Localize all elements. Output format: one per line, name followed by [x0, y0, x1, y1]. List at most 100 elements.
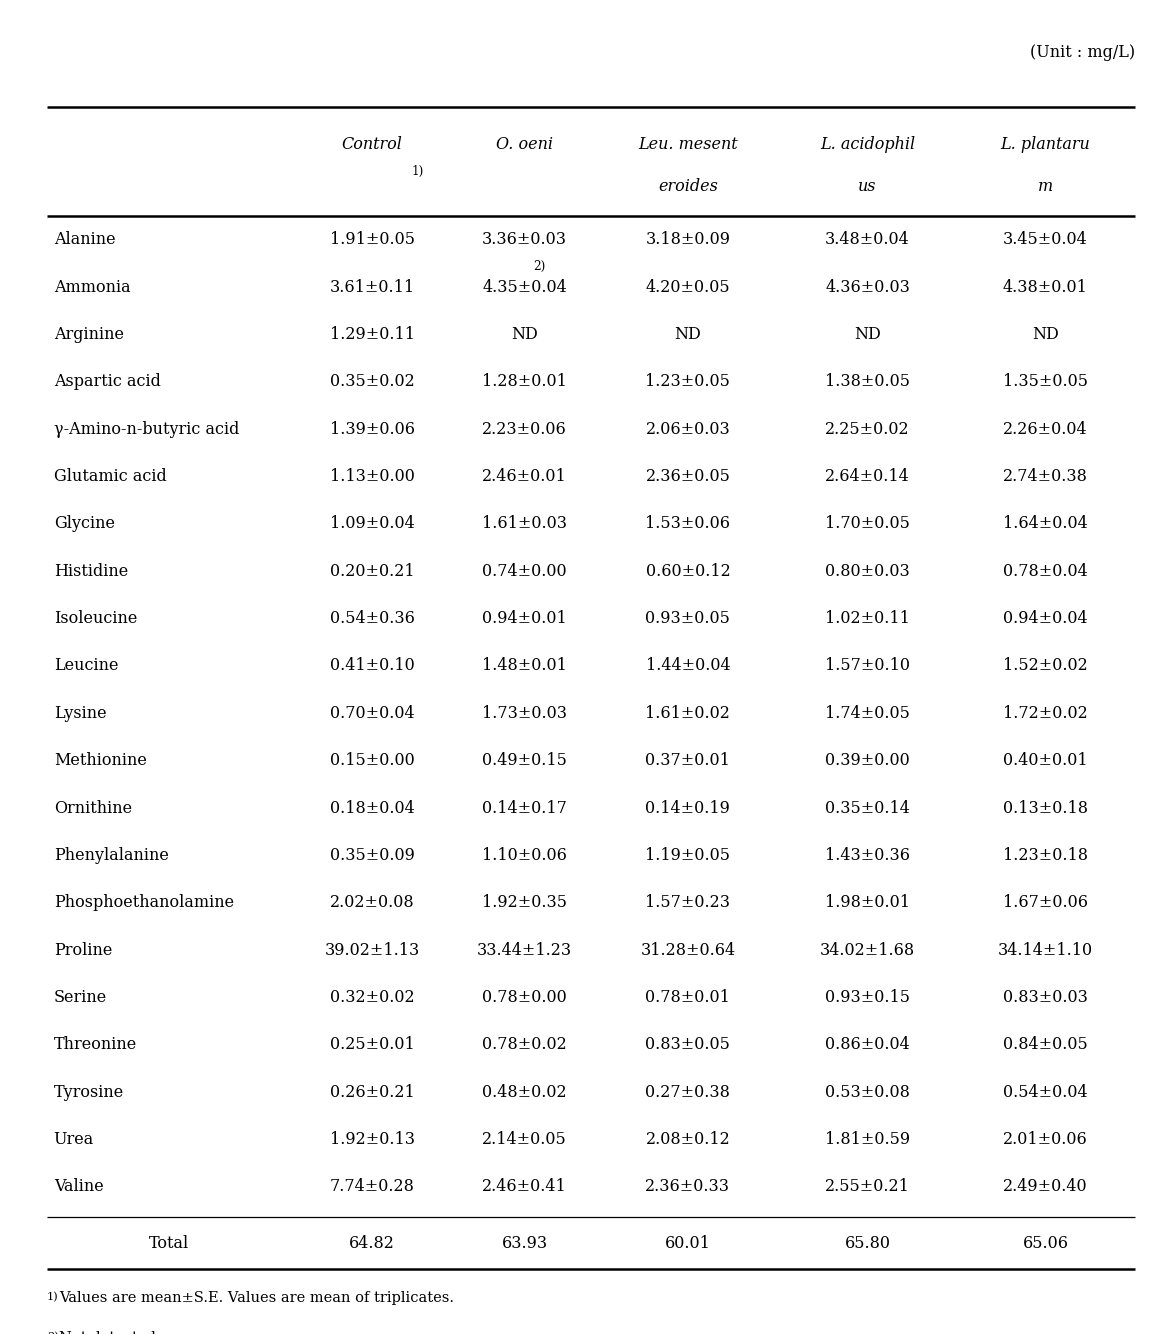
Text: 0.83±0.03: 0.83±0.03 [1003, 988, 1087, 1006]
Text: 1): 1) [412, 165, 424, 179]
Text: 2.14±0.05: 2.14±0.05 [482, 1131, 566, 1149]
Text: 1.74±0.05: 1.74±0.05 [825, 704, 910, 722]
Text: 2.26±0.04: 2.26±0.04 [1003, 420, 1087, 438]
Text: (Unit : mg/L): (Unit : mg/L) [1030, 44, 1135, 61]
Text: 0.41±0.10: 0.41±0.10 [329, 658, 415, 675]
Text: 34.14±1.10: 34.14±1.10 [997, 942, 1093, 959]
Text: 0.78±0.00: 0.78±0.00 [482, 988, 566, 1006]
Text: 65.06: 65.06 [1022, 1235, 1069, 1251]
Text: Control: Control [342, 136, 403, 152]
Text: 3.45±0.04: 3.45±0.04 [1003, 231, 1087, 248]
Text: 0.13±0.18: 0.13±0.18 [1003, 799, 1087, 816]
Text: 0.40±0.01: 0.40±0.01 [1003, 752, 1087, 770]
Text: 0.84±0.05: 0.84±0.05 [1003, 1037, 1087, 1054]
Text: 1.57±0.23: 1.57±0.23 [646, 894, 730, 911]
Text: Alanine: Alanine [54, 231, 116, 248]
Text: Phosphoethanolamine: Phosphoethanolamine [54, 894, 234, 911]
Text: 2.06±0.03: 2.06±0.03 [646, 420, 730, 438]
Text: 1.23±0.05: 1.23±0.05 [646, 374, 730, 391]
Text: 0.39±0.00: 0.39±0.00 [825, 752, 910, 770]
Text: 1.61±0.02: 1.61±0.02 [646, 704, 730, 722]
Text: 0.35±0.02: 0.35±0.02 [329, 374, 415, 391]
Text: Not detected: Not detected [60, 1331, 157, 1334]
Text: 2.01±0.06: 2.01±0.06 [1003, 1131, 1087, 1149]
Text: 1.48±0.01: 1.48±0.01 [482, 658, 566, 675]
Text: Arginine: Arginine [54, 325, 124, 343]
Text: 2.02±0.08: 2.02±0.08 [329, 894, 415, 911]
Text: 65.80: 65.80 [844, 1235, 890, 1251]
Text: Ornithine: Ornithine [54, 799, 132, 816]
Text: Methionine: Methionine [54, 752, 147, 770]
Text: ND: ND [674, 325, 701, 343]
Text: Urea: Urea [54, 1131, 93, 1149]
Text: Glutamic acid: Glutamic acid [54, 468, 167, 486]
Text: 1.61±0.03: 1.61±0.03 [482, 515, 568, 532]
Text: 1.70±0.05: 1.70±0.05 [825, 515, 910, 532]
Text: 60.01: 60.01 [665, 1235, 711, 1251]
Text: 1.72±0.02: 1.72±0.02 [1003, 704, 1087, 722]
Text: 1.43±0.36: 1.43±0.36 [825, 847, 910, 864]
Text: 2): 2) [534, 260, 545, 273]
Text: Tyrosine: Tyrosine [54, 1083, 124, 1101]
Text: 0.25±0.01: 0.25±0.01 [329, 1037, 415, 1054]
Text: 31.28±0.64: 31.28±0.64 [640, 942, 736, 959]
Text: 39.02±1.13: 39.02±1.13 [325, 942, 419, 959]
Text: 0.20±0.21: 0.20±0.21 [329, 563, 415, 580]
Text: 0.94±0.04: 0.94±0.04 [1003, 610, 1087, 627]
Text: 2.08±0.12: 2.08±0.12 [646, 1131, 730, 1149]
Text: 0.83±0.05: 0.83±0.05 [646, 1037, 730, 1054]
Text: 1.38±0.05: 1.38±0.05 [825, 374, 910, 391]
Text: 63.93: 63.93 [501, 1235, 548, 1251]
Text: us: us [858, 179, 877, 195]
Text: 1): 1) [47, 1293, 58, 1303]
Text: Proline: Proline [54, 942, 112, 959]
Text: Glycine: Glycine [54, 515, 114, 532]
Text: 1.19±0.05: 1.19±0.05 [646, 847, 730, 864]
Text: Ammonia: Ammonia [54, 279, 131, 296]
Text: 0.32±0.02: 0.32±0.02 [329, 988, 415, 1006]
Text: Serine: Serine [54, 988, 107, 1006]
Text: Leucine: Leucine [54, 658, 118, 675]
Text: 1.67±0.06: 1.67±0.06 [1003, 894, 1087, 911]
Text: 1.53±0.06: 1.53±0.06 [646, 515, 730, 532]
Text: 1.57±0.10: 1.57±0.10 [825, 658, 910, 675]
Text: 0.27±0.38: 0.27±0.38 [646, 1083, 730, 1101]
Text: 1.98±0.01: 1.98±0.01 [825, 894, 910, 911]
Text: Aspartic acid: Aspartic acid [54, 374, 161, 391]
Text: 1.91±0.05: 1.91±0.05 [329, 231, 415, 248]
Text: 1.29±0.11: 1.29±0.11 [329, 325, 415, 343]
Text: 0.35±0.14: 0.35±0.14 [825, 799, 910, 816]
Text: 4.20±0.05: 4.20±0.05 [646, 279, 730, 296]
Text: L. acidophil: L. acidophil [820, 136, 915, 152]
Text: 1.10±0.06: 1.10±0.06 [482, 847, 566, 864]
Text: 1.92±0.35: 1.92±0.35 [482, 894, 568, 911]
Text: 0.78±0.04: 0.78±0.04 [1003, 563, 1087, 580]
Text: 3.61±0.11: 3.61±0.11 [329, 279, 415, 296]
Text: 1.81±0.59: 1.81±0.59 [825, 1131, 910, 1149]
Text: ND: ND [854, 325, 881, 343]
Text: 7.74±0.28: 7.74±0.28 [329, 1178, 415, 1195]
Text: 1.73±0.03: 1.73±0.03 [482, 704, 568, 722]
Text: 1.13±0.00: 1.13±0.00 [329, 468, 415, 486]
Text: 1.39±0.06: 1.39±0.06 [329, 420, 415, 438]
Text: Histidine: Histidine [54, 563, 128, 580]
Text: 4.35±0.04: 4.35±0.04 [482, 279, 566, 296]
Text: 2.46±0.01: 2.46±0.01 [482, 468, 566, 486]
Text: 2.49±0.40: 2.49±0.40 [1003, 1178, 1087, 1195]
Text: 3.18±0.09: 3.18±0.09 [646, 231, 730, 248]
Text: 0.78±0.01: 0.78±0.01 [646, 988, 730, 1006]
Text: 0.78±0.02: 0.78±0.02 [482, 1037, 566, 1054]
Text: 0.93±0.05: 0.93±0.05 [646, 610, 730, 627]
Text: L. plantaru: L. plantaru [1001, 136, 1091, 152]
Text: m: m [1038, 179, 1054, 195]
Text: 2.46±0.41: 2.46±0.41 [482, 1178, 566, 1195]
Text: 1.52±0.02: 1.52±0.02 [1003, 658, 1087, 675]
Text: 0.26±0.21: 0.26±0.21 [329, 1083, 415, 1101]
Text: ND: ND [512, 325, 538, 343]
Text: Valine: Valine [54, 1178, 104, 1195]
Text: 0.15±0.00: 0.15±0.00 [329, 752, 415, 770]
Text: O. oeni: O. oeni [496, 136, 554, 152]
Text: 2): 2) [47, 1333, 58, 1334]
Text: 34.02±1.68: 34.02±1.68 [820, 942, 915, 959]
Text: ND: ND [1033, 325, 1059, 343]
